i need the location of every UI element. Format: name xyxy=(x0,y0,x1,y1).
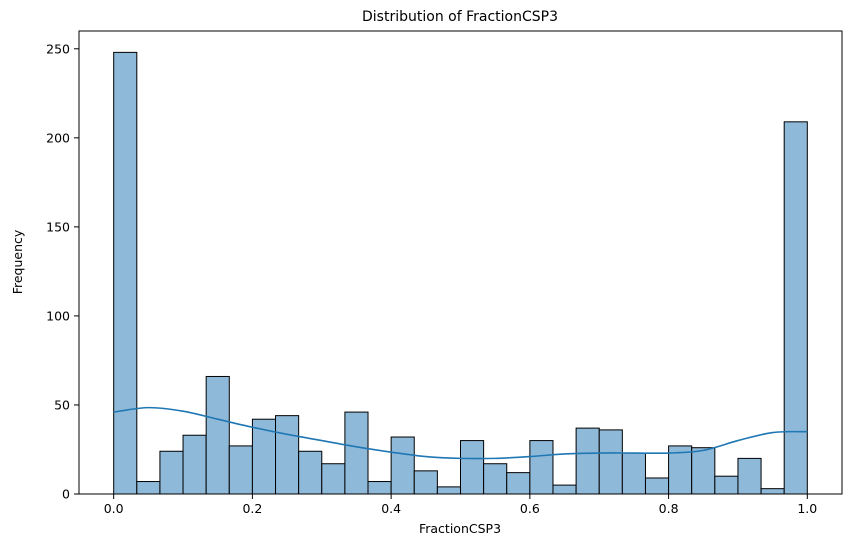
histogram-bar xyxy=(413,470,438,495)
histogram-bar xyxy=(113,51,138,495)
histogram-bar xyxy=(159,450,184,495)
y-tick-label: 200 xyxy=(46,130,70,145)
kde-curve xyxy=(113,406,808,460)
histogram-bar xyxy=(344,411,369,495)
y-tick-label: 0 xyxy=(62,487,70,502)
y-tick-label: 100 xyxy=(46,308,70,323)
histogram-bar xyxy=(506,472,531,495)
histogram-bar xyxy=(298,450,323,495)
x-tick-label: 1.0 xyxy=(797,501,817,516)
bars-layer xyxy=(113,51,808,495)
x-tick-label: 0.4 xyxy=(381,501,401,516)
y-tick-label: 250 xyxy=(46,41,70,56)
y-tick-label: 50 xyxy=(54,397,70,412)
histogram-bar xyxy=(436,486,461,495)
chart-title: Distribution of FractionCSP3 xyxy=(362,9,558,25)
histogram-bar xyxy=(760,488,785,495)
histogram-bar xyxy=(644,477,670,495)
histogram-bar xyxy=(136,481,161,495)
x-tick-label: 0.6 xyxy=(520,501,540,516)
x-axis-label: FractionCSP3 xyxy=(419,521,501,536)
histogram-bar xyxy=(598,429,623,495)
histogram-bar xyxy=(390,436,415,495)
x-tick-label: 0.0 xyxy=(104,501,124,516)
histogram-bar xyxy=(529,440,554,495)
x-tick-label: 0.8 xyxy=(659,501,679,516)
y-axis: 0 50 100 150 200 250 xyxy=(46,41,79,502)
histogram-bar xyxy=(621,452,646,495)
histogram-bar xyxy=(321,463,346,495)
x-axis: 0.0 0.2 0.4 0.6 0.8 1.0 xyxy=(104,494,817,516)
x-tick-label: 0.2 xyxy=(242,501,262,516)
plot-frame xyxy=(78,30,843,495)
histogram-bar xyxy=(714,475,739,495)
histogram-bar xyxy=(691,447,716,495)
y-axis-label: Frequency xyxy=(10,229,25,294)
histogram-bar xyxy=(275,415,300,495)
histogram-bar xyxy=(460,440,485,495)
histogram-bar xyxy=(552,484,577,495)
histogram-bar xyxy=(783,121,808,495)
y-tick-label: 150 xyxy=(46,219,70,234)
histogram-bar xyxy=(483,463,508,495)
histogram-bar xyxy=(367,481,392,495)
histogram-bar xyxy=(182,434,207,495)
histogram-bar xyxy=(575,427,600,495)
histogram-bar xyxy=(205,375,230,495)
histogram-bar xyxy=(737,457,762,495)
histogram-bar xyxy=(228,445,253,495)
